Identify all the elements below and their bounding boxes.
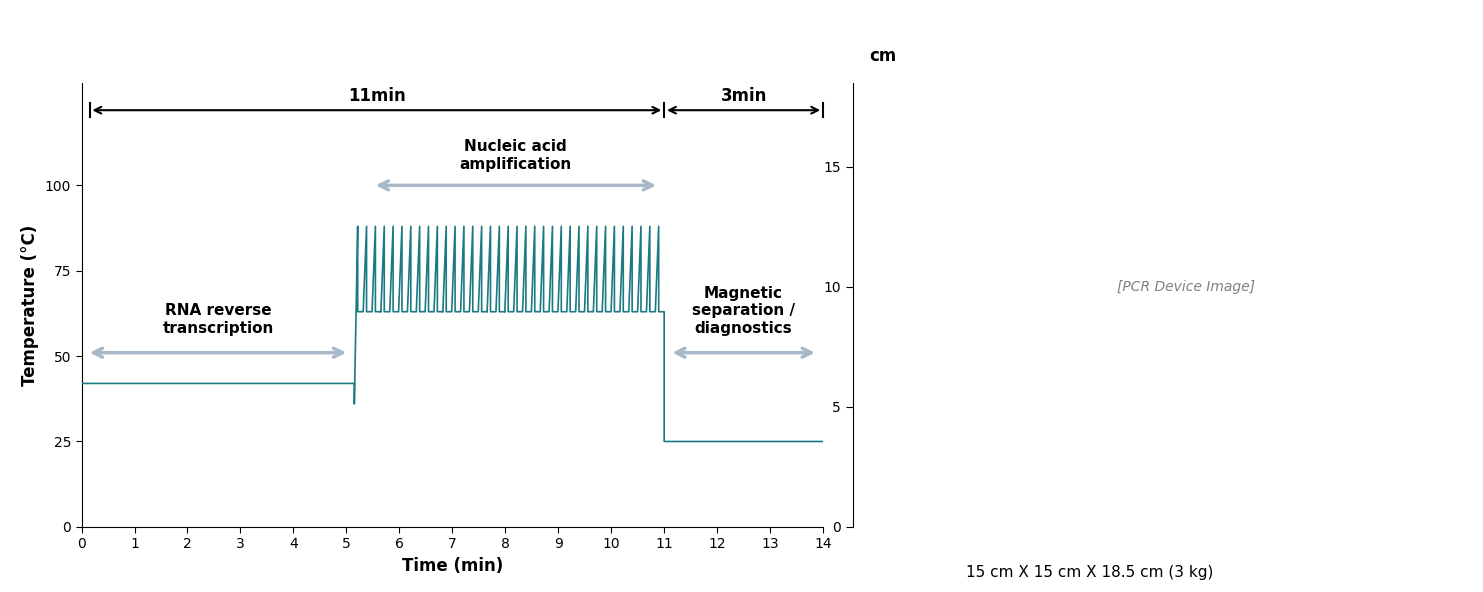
- Text: cm: cm: [869, 47, 896, 65]
- Text: 15 cm X 15 cm X 18.5 cm (3 kg): 15 cm X 15 cm X 18.5 cm (3 kg): [967, 565, 1213, 580]
- Text: RNA reverse
transcription: RNA reverse transcription: [162, 303, 274, 336]
- Text: Magnetic
separation /
diagnostics: Magnetic separation / diagnostics: [693, 286, 795, 336]
- Text: Nucleic acid
amplification: Nucleic acid amplification: [460, 139, 572, 172]
- Text: 3min: 3min: [721, 87, 767, 105]
- X-axis label: Time (min): Time (min): [402, 557, 503, 575]
- Text: [PCR Device Image]: [PCR Device Image]: [1117, 280, 1256, 294]
- Y-axis label: Temperature (°C): Temperature (°C): [21, 224, 39, 385]
- Text: 11min: 11min: [349, 87, 406, 105]
